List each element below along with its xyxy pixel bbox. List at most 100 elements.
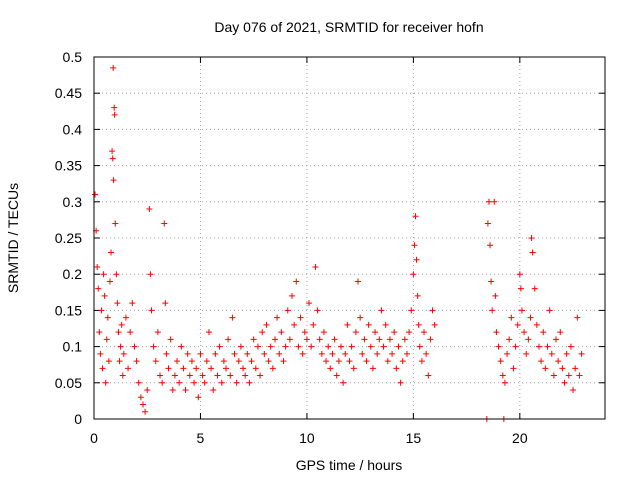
grid-lines [94, 57, 605, 419]
data-point [147, 271, 154, 278]
data-point [516, 271, 523, 278]
data-point [269, 365, 276, 372]
data-point [205, 329, 212, 336]
data-point [193, 365, 200, 372]
data-point [261, 350, 268, 357]
data-point [492, 292, 499, 299]
x-tick-label: 20 [512, 430, 528, 446]
data-point [550, 372, 557, 379]
data-point [565, 372, 572, 379]
data-point [257, 372, 264, 379]
data-point [94, 263, 101, 270]
data-point [431, 321, 438, 328]
data-point [525, 336, 532, 343]
data-point [386, 336, 393, 343]
data-point [487, 242, 494, 249]
y-tick-label: 0.45 [55, 85, 82, 101]
data-point [282, 343, 289, 350]
y-tick-label: 0.4 [63, 121, 83, 137]
data-point [408, 307, 415, 314]
data-point [135, 379, 142, 386]
data-point [411, 242, 418, 249]
data-point [325, 343, 332, 350]
data-point [274, 314, 281, 321]
data-point [111, 111, 118, 118]
data-point [517, 285, 524, 292]
data-point [484, 220, 491, 227]
data-point [395, 343, 402, 350]
data-point [352, 329, 359, 336]
data-point [523, 350, 530, 357]
data-point [499, 372, 506, 379]
data-point [114, 300, 121, 307]
y-tick-label: 0.3 [63, 194, 83, 210]
data-point [150, 343, 157, 350]
data-point [119, 372, 126, 379]
data-point [348, 343, 355, 350]
data-point [521, 329, 528, 336]
data-point [416, 343, 423, 350]
data-point [335, 358, 342, 365]
data-point [415, 321, 422, 328]
data-point [108, 249, 115, 256]
data-point [299, 350, 306, 357]
data-point [227, 372, 234, 379]
data-point [276, 350, 283, 357]
data-point [201, 379, 208, 386]
data-point [527, 314, 534, 321]
data-point [235, 358, 242, 365]
data-point [425, 372, 432, 379]
data-point [391, 329, 398, 336]
data-point [374, 350, 381, 357]
data-point [105, 358, 112, 365]
data-point [154, 329, 161, 336]
data-point [231, 350, 238, 357]
data-point [244, 350, 251, 357]
data-point [218, 379, 225, 386]
x-axis-label: GPS time / hours [296, 457, 403, 473]
data-point [142, 408, 149, 415]
data-point [413, 256, 420, 263]
data-point [118, 321, 125, 328]
data-point [389, 350, 396, 357]
data-point [412, 213, 419, 220]
data-point [109, 155, 116, 162]
data-point [125, 365, 132, 372]
data-point [355, 278, 362, 285]
data-point [528, 235, 535, 241]
data-point [98, 307, 105, 314]
data-point [378, 307, 385, 314]
data-point [397, 379, 404, 386]
data-point [403, 350, 410, 357]
data-point [563, 350, 570, 357]
data-point [501, 379, 508, 386]
data-point [329, 350, 336, 357]
y-tick-label: 0.1 [63, 339, 83, 355]
data-point [195, 394, 202, 401]
data-point [133, 358, 140, 365]
data-point [271, 336, 278, 343]
data-point [216, 343, 223, 350]
data-point [117, 343, 124, 350]
data-point [146, 206, 153, 213]
data-point [423, 350, 430, 357]
y-tick-label: 0.15 [55, 302, 82, 318]
data-point [116, 358, 123, 365]
data-point [208, 365, 215, 372]
data-point [306, 300, 313, 307]
data-point [252, 365, 259, 372]
data-point [399, 358, 406, 365]
y-tick-label: 0.2 [63, 266, 83, 282]
data-point [559, 365, 566, 372]
y-tick-label: 0.35 [55, 158, 82, 174]
data-point [199, 372, 206, 379]
data-point [376, 336, 383, 343]
data-point [555, 358, 562, 365]
data-point [95, 285, 102, 292]
data-point [533, 321, 540, 328]
data-point [561, 379, 568, 386]
chart-title: Day 076 of 2021, SRMTID for receiver hof… [214, 19, 483, 35]
data-point [109, 148, 116, 155]
data-point [553, 336, 560, 343]
data-point [159, 379, 166, 386]
